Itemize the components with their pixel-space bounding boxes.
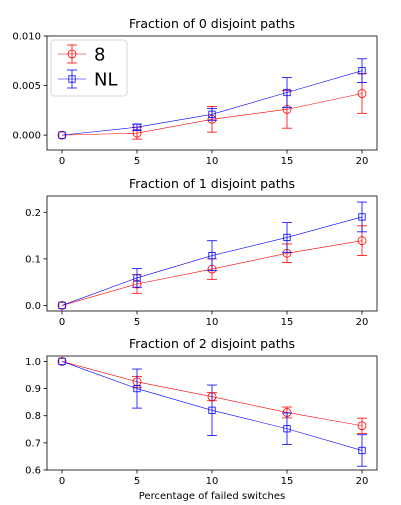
series-8 xyxy=(57,225,367,310)
y-tick-label: 0.005 xyxy=(12,81,41,92)
y-tick-label: 0.8 xyxy=(25,411,41,422)
legend: 8 NL xyxy=(50,39,128,97)
data-point xyxy=(208,406,216,414)
data-point xyxy=(57,130,67,140)
legend-label: NL xyxy=(94,70,118,91)
x-tick-label: 10 xyxy=(206,156,219,167)
series-nl xyxy=(58,58,367,139)
y-tick-label: 0.6 xyxy=(25,466,41,477)
axes-frame xyxy=(46,35,378,151)
series-nl xyxy=(58,357,367,467)
x-tick-label: 0 xyxy=(59,317,65,328)
series-nl xyxy=(58,201,367,310)
x-tick-label: 10 xyxy=(206,476,219,487)
data-point xyxy=(133,274,141,282)
y-tick-label: 0.0 xyxy=(25,301,41,312)
data-point xyxy=(283,88,291,97)
data-point xyxy=(357,421,367,431)
y-tick-label: 0.9 xyxy=(25,384,41,395)
data-point xyxy=(283,425,291,433)
chart-title: Fraction of 2 disjoint paths xyxy=(129,336,295,351)
data-point xyxy=(208,110,216,118)
x-tick-label: 5 xyxy=(134,156,140,167)
data-point xyxy=(57,301,67,310)
chart-title: Fraction of 0 disjoint paths xyxy=(129,16,295,31)
x-tick-label: 0 xyxy=(59,156,65,167)
y-tick-label: 0.2 xyxy=(25,208,41,219)
axes-frame xyxy=(46,195,378,312)
data-point xyxy=(58,357,66,366)
chart-1: Fraction of 1 disjoint paths 0 5 10 15 20 0.0 0… xyxy=(25,176,378,328)
data-point xyxy=(357,89,367,98)
x-tick-label: 10 xyxy=(206,317,219,328)
data-point xyxy=(133,384,141,393)
data-point xyxy=(357,236,367,246)
y-tick-label: 0.1 xyxy=(25,254,41,265)
data-point xyxy=(208,251,216,260)
x-tick-label: 15 xyxy=(281,476,294,487)
legend-marker xyxy=(67,49,77,59)
x-axis-label: Percentage of failed switches xyxy=(139,491,285,502)
data-point xyxy=(58,301,66,310)
y-tick-label: 0.010 xyxy=(12,32,41,43)
x-tick-label: 20 xyxy=(356,156,369,167)
data-point xyxy=(358,67,366,75)
y-tick-label: 0.7 xyxy=(25,438,41,449)
x-tick-label: 5 xyxy=(134,476,140,487)
x-tick-label: 15 xyxy=(281,156,294,167)
data-point xyxy=(283,233,291,242)
legend-marker xyxy=(68,75,76,83)
data-point xyxy=(57,357,67,366)
x-tick-label: 20 xyxy=(356,476,369,487)
series-8 xyxy=(57,357,367,434)
legend-label: 8 xyxy=(94,45,105,66)
x-tick-label: 15 xyxy=(281,317,294,328)
data-point xyxy=(358,213,366,221)
chart-title: Fraction of 1 disjoint paths xyxy=(129,176,295,191)
data-point xyxy=(133,123,141,131)
x-tick-label: 0 xyxy=(59,476,65,487)
y-tick-label: 1.0 xyxy=(25,357,41,368)
chart-0: Fraction of 0 disjoint paths 0 5 10 15 20 0.00… xyxy=(12,16,378,167)
data-point xyxy=(58,131,66,139)
chart-2: Fraction of 2 disjoint paths 0 5 10 15 20 0.6 0… xyxy=(25,336,378,502)
axes-frame xyxy=(46,355,378,471)
x-tick-label: 20 xyxy=(356,317,369,328)
data-point xyxy=(358,446,366,455)
x-tick-label: 5 xyxy=(134,317,140,328)
y-tick-label: 0.000 xyxy=(12,131,41,142)
